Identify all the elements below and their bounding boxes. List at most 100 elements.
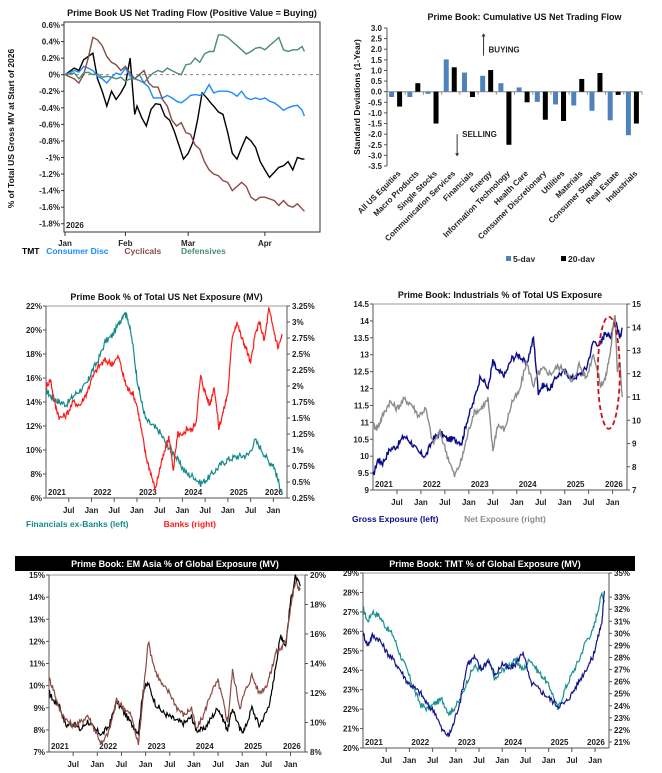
y-right-tick-label: 14	[632, 323, 641, 332]
y-tick-label: 0.0	[371, 88, 383, 97]
y-left-tick-label: 25%	[343, 647, 359, 656]
title-bar	[335, 556, 635, 571]
x-year-label: 2021	[365, 738, 383, 747]
bar-5-day	[498, 83, 504, 92]
bar-5-day	[589, 91, 595, 111]
x-tick-label: Jan	[176, 506, 190, 515]
y-left-tick-label: 22%	[26, 302, 42, 311]
x-tick-label: Jul	[391, 498, 403, 507]
x-tick-label: Jul	[439, 498, 451, 507]
y-left-tick-label: 13.5	[353, 334, 369, 343]
y-axis-title: Standard Deviations (1-Year)	[352, 39, 362, 155]
y-right-tick-label: 27%	[614, 666, 630, 675]
y-right-tick-label: 21%	[614, 738, 630, 747]
legend-item: Defensives	[181, 246, 226, 256]
legend-item: Financials ex-Banks (left)	[26, 519, 129, 529]
series-line-0	[45, 311, 284, 495]
legend-item: Gross Exposure (left)	[352, 514, 439, 524]
y-tick-label: -1.8%	[39, 220, 60, 229]
y-right-tick-label: 13	[632, 347, 641, 356]
y-right-tick-label: 8%	[310, 748, 322, 757]
y-tick-label: -0.4%	[39, 104, 60, 113]
y-right-tick-label: 1.5%	[292, 414, 310, 423]
x-tick-label: Feb	[118, 239, 132, 248]
year-label: 2026	[66, 221, 84, 230]
legend-item: TMT	[22, 246, 40, 256]
bar-5-day	[480, 75, 486, 92]
bar-5-day	[553, 91, 559, 105]
y-left-tick-label: 9	[365, 486, 370, 495]
y-right-tick-label: 30%	[614, 629, 630, 638]
x-tick-label: Jul	[108, 506, 120, 515]
x-year-label: 2026	[605, 480, 623, 489]
x-tick-label: Jan	[187, 760, 201, 768]
x-year-label: 2023	[148, 742, 166, 751]
y-left-tick-label: 11.5	[354, 401, 370, 410]
y-right-tick-label: 3.25%	[292, 302, 315, 311]
chart-title: Prime Book: EM Asia % of Global Exposure…	[71, 559, 279, 569]
bar-5-day	[425, 91, 431, 94]
bar-20-day	[615, 91, 621, 95]
x-year-label: 2023	[471, 480, 489, 489]
x-tick-label: Jul	[520, 756, 532, 765]
y-right-tick-label: 32%	[614, 605, 630, 614]
y-right-tick-label: 3%	[292, 318, 304, 327]
y-left-tick-label: 13%	[29, 615, 45, 624]
x-year-label: 2026	[283, 742, 301, 751]
x-tick-label: Jan	[588, 756, 602, 765]
highlight-ellipse	[596, 315, 621, 430]
y-left-tick-label: 24%	[343, 666, 359, 675]
y-tick-label: -0.2%	[39, 87, 60, 96]
legend-item: Net Exposure (right)	[464, 514, 546, 524]
bar-20-day	[633, 91, 639, 124]
y-left-tick-label: 9.5	[358, 469, 370, 478]
y-left-tick-label: 10%	[29, 682, 45, 691]
x-tick-label: Jul	[427, 756, 439, 765]
y-left-tick-label: 11	[361, 418, 370, 427]
bar-20-day	[542, 91, 548, 120]
x-year-label: 2023	[139, 488, 157, 497]
legend-swatch	[506, 256, 511, 261]
y-right-tick-label: 14%	[310, 660, 326, 669]
y-left-tick-label: 8%	[33, 726, 45, 735]
y-left-tick-label: 13	[360, 351, 369, 360]
x-year-label: 2025	[244, 742, 262, 751]
x-tick-label: Jan	[414, 498, 428, 507]
x-year-label: 2023	[458, 738, 476, 747]
tmt-global-exposure-panel: Prime Book: TMT % of Global Exposure (MV…	[335, 540, 662, 773]
y-right-tick-label: 23%	[614, 714, 630, 723]
x-tick-label: Jul	[154, 506, 166, 515]
plot-frame	[63, 21, 321, 233]
x-year-label: 2022	[93, 488, 111, 497]
bar-5-day	[407, 91, 413, 97]
y-left-tick-label: 12.5	[353, 368, 369, 377]
legend-item: Consumer Disc	[46, 246, 109, 256]
x-tick-label: Jul	[261, 760, 273, 768]
y-left-tick-label: 14%	[29, 593, 45, 602]
y-left-tick-label: 16%	[26, 374, 42, 383]
y-tick-label: 2.5	[371, 35, 383, 44]
chart-title: Prime Book: Cumulative US Net Trading Fl…	[427, 12, 622, 22]
y-tick-label: -1%	[46, 153, 60, 162]
x-year-label: 2021	[48, 488, 66, 497]
x-tick-label: Jul	[380, 756, 392, 765]
y-right-tick-label: 28%	[614, 653, 630, 662]
series-line-0	[48, 574, 301, 737]
x-year-label: 2025	[230, 488, 248, 497]
y-right-tick-label: 15	[632, 300, 641, 309]
y-left-tick-label: 10	[360, 452, 369, 461]
bar-5-day	[516, 87, 522, 92]
y-left-tick-label: 6%	[30, 494, 42, 503]
bar-20-day	[415, 83, 421, 92]
y-right-tick-label: 31%	[614, 617, 630, 626]
x-tick-label: Jul	[116, 760, 128, 768]
y-left-tick-label: 10.5	[353, 435, 369, 444]
series-line-1	[45, 307, 283, 491]
y-tick-label: -3.5	[368, 162, 382, 171]
y-tick-label: -1.0	[368, 109, 382, 118]
y-right-tick-label: 20%	[310, 571, 326, 580]
x-year-label: 2021	[375, 480, 393, 489]
y-right-tick-label: 0.75%	[292, 462, 315, 471]
x-tick-label: Jan	[235, 760, 249, 768]
legend-item: 5-day	[513, 254, 535, 262]
